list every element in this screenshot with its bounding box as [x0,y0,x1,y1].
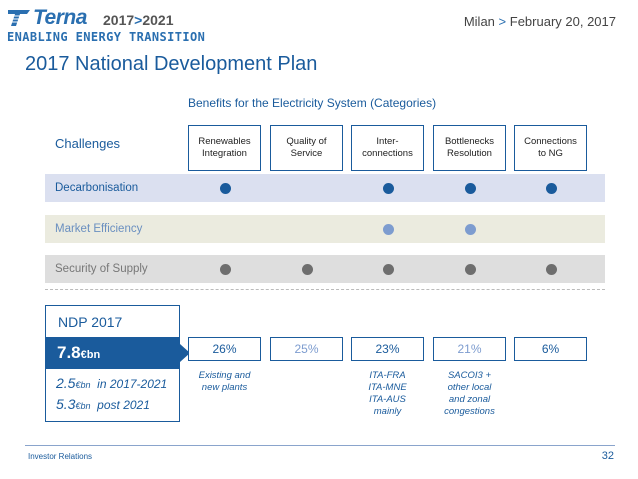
benefit-dot [219,182,231,194]
category-connections-to-ng: Connections to NG [514,125,587,171]
benefit-dot [545,182,557,194]
ndp-split-line: 2.5€bn in 2017-2021 [56,375,168,391]
challenge-label: Decarbonisation [55,182,139,194]
ndp-total-value: 7.8 [57,343,81,362]
challenge-row-market-efficiency: Market Efficiency [45,215,605,243]
benefit-dot [464,263,476,275]
footer-section: Investor Relations [28,452,93,461]
benefit-dot [382,182,394,194]
ndp-split-line: 5.3€bn post 2021 [56,396,150,412]
brand-name: Terna [33,6,87,29]
benefit-dot [382,263,394,275]
benefit-dot [301,263,313,275]
challenge-label: Market Efficiency [55,223,143,235]
category-interconnections: Inter-connections [351,125,424,171]
arrow-right-icon [180,344,190,362]
note-renewables-integration: Existing and new plants [198,370,251,393]
category-renewables-integration: Renewables Integration [188,125,261,171]
brand-tagline: ENABLING ENERGY TRANSITION [7,30,206,44]
ndp-total-box: 7.8€bn [45,337,180,368]
benefit-dot [545,263,557,275]
terna-logo-icon [8,10,30,26]
ndp-total-unit: €bn [80,349,101,361]
category-quality-of-service: Quality of Service [270,125,343,171]
note-interconnections: ITA-FRA ITA-MNE ITA-AUS mainly [368,370,407,417]
plan-years: 2017>2021 [103,12,174,28]
terna-logo: Terna 2017>2021 ENABLING ENERGY TRANSITI… [7,6,205,44]
benefit-dot [219,263,231,275]
page-title: 2017 National Development Plan [25,53,318,75]
share-renewables-integration: 26% [188,337,261,361]
category-bottlenecks-resolution: Bottlenecks Resolution [433,125,506,171]
event-info: Milan > February 20, 2017 [464,14,616,29]
ndp-split-box: 2.5€bn in 2017-2021 5.3€bn post 2021 [45,368,180,422]
page-number: 32 [601,450,614,462]
challenge-row-security-of-supply: Security of Supply [45,255,605,283]
ndp-label: NDP 2017 [58,314,123,330]
event-date: February 20, 2017 [509,14,616,29]
event-separator: > [498,14,507,29]
ndp-label-box: NDP 2017 [45,305,180,338]
benefit-dot [464,182,476,194]
footer-rule [25,445,615,446]
share-quality-of-service: 25% [270,337,343,361]
share-bottlenecks-resolution: 21% [433,337,506,361]
share-interconnections: 23% [351,337,424,361]
section-divider [45,289,605,290]
note-bottlenecks-resolution: SACOI3 + other local and zonal congestions [444,370,495,417]
challenge-row-decarbonisation: Decarbonisation [45,174,605,202]
benefit-dot [464,223,476,235]
event-city: Milan [463,14,495,29]
share-connections-to-ng: 6% [514,337,587,361]
challenges-label: Challenges [55,136,121,151]
benefit-dot [382,223,394,235]
benefits-title: Benefits for the Electricity System (Cat… [188,96,437,110]
challenge-label: Security of Supply [55,263,148,275]
